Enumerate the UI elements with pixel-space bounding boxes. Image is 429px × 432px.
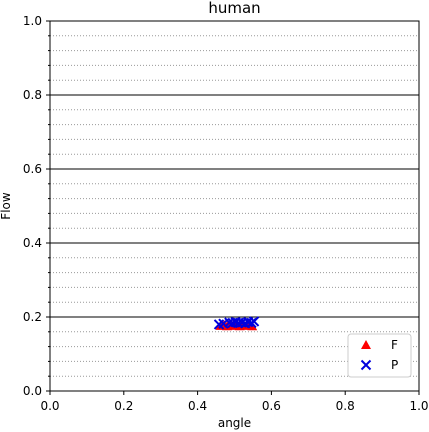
- series-p-point: [248, 316, 260, 327]
- grid-lines: [50, 35, 419, 377]
- x-tick-label: 1.0: [409, 399, 428, 413]
- x-tick-label: 0.4: [188, 399, 207, 413]
- y-tick-label: 1.0: [23, 14, 42, 28]
- legend-box: [347, 333, 412, 378]
- legend-p-label: P: [391, 358, 398, 372]
- x-tick-label: 0.2: [114, 399, 133, 413]
- x-tick-label: 0.6: [262, 399, 281, 413]
- y-axis-label: Flow: [0, 192, 13, 220]
- x-tick-label: 0.8: [336, 399, 355, 413]
- legend: FP: [347, 333, 412, 378]
- plot-frame: [49, 20, 420, 392]
- legend-p-marker: [360, 359, 372, 371]
- y-tick-label: 0.2: [23, 310, 42, 324]
- y-tick-label: 0.6: [23, 162, 42, 176]
- x-tick-label: 0.0: [40, 399, 59, 413]
- data-points: [213, 316, 260, 331]
- x-axis-label: angle: [218, 416, 251, 430]
- legend-f-marker: [361, 340, 371, 349]
- legend-f-label: F: [391, 338, 398, 352]
- axis-ticks: 0.0 0.2 0.4 0.6 0.8 1.0 0.0 0.2 0.4 0.6 0.8 1.0: [23, 14, 429, 413]
- chart-title: human: [208, 0, 260, 17]
- y-tick-label: 0.0: [23, 384, 42, 398]
- y-tick-label: 0.8: [23, 88, 42, 102]
- y-tick-label: 0.4: [23, 236, 42, 250]
